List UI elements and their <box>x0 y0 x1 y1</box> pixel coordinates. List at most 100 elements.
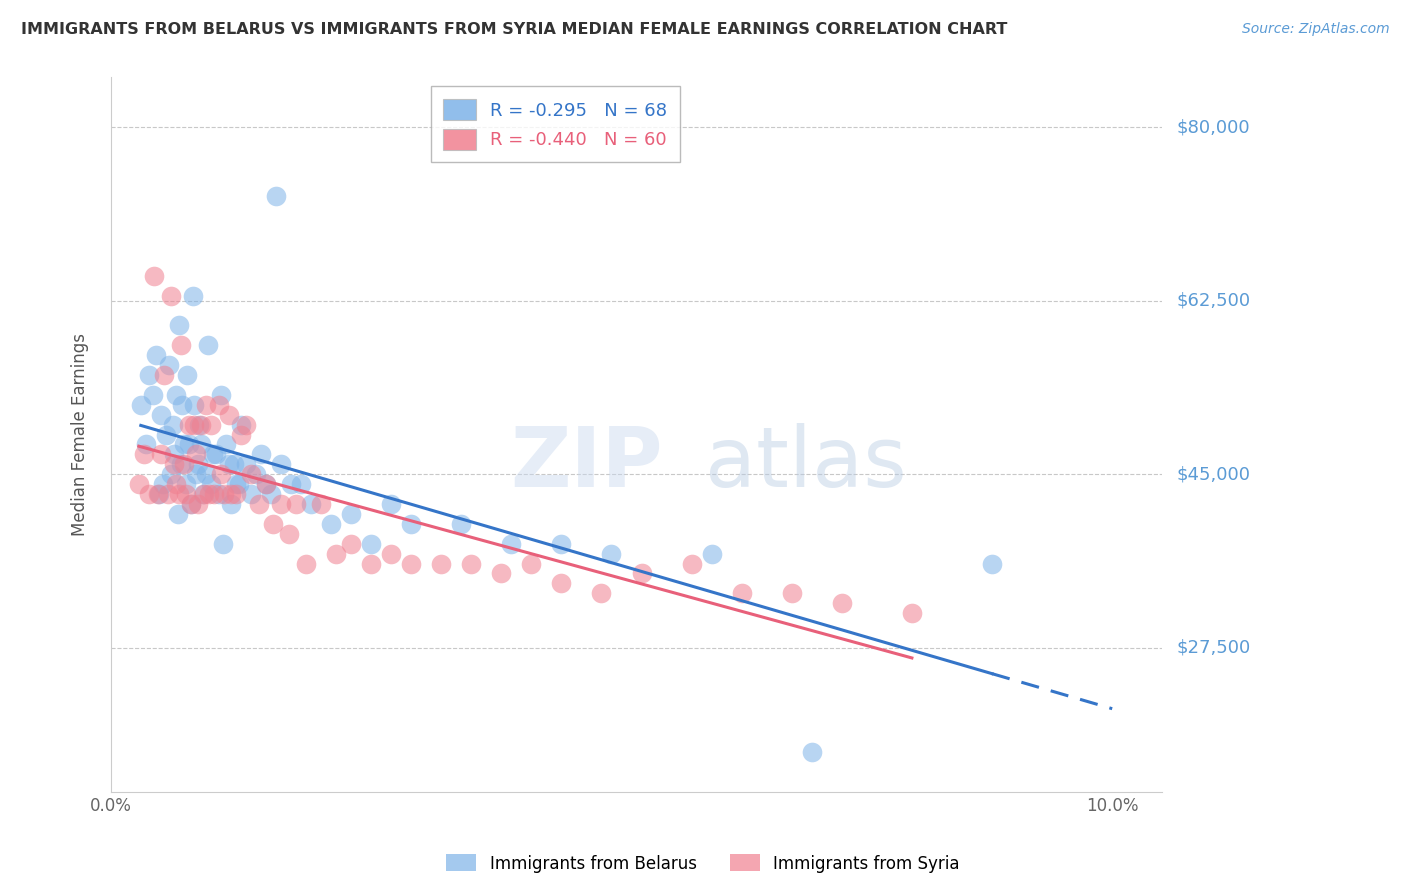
Point <box>135 437 157 451</box>
Point <box>156 487 179 501</box>
Point <box>177 437 200 451</box>
Point <box>183 398 205 412</box>
Legend: Immigrants from Belarus, Immigrants from Syria: Immigrants from Belarus, Immigrants from… <box>440 847 966 880</box>
Point <box>167 487 190 501</box>
Point <box>340 537 363 551</box>
Point <box>128 477 150 491</box>
Point <box>239 487 262 501</box>
Point <box>219 497 242 511</box>
Point <box>155 427 177 442</box>
Point <box>270 458 292 472</box>
Point <box>181 288 204 302</box>
Point <box>194 398 217 412</box>
Point <box>550 537 572 551</box>
Point <box>153 368 176 382</box>
Point <box>218 408 240 422</box>
Point <box>380 497 402 511</box>
Point <box>142 268 165 283</box>
Point <box>200 477 222 491</box>
Point <box>163 447 186 461</box>
Point <box>191 487 214 501</box>
Point <box>290 477 312 491</box>
Point <box>215 437 238 451</box>
Point <box>235 417 257 432</box>
Point <box>184 447 207 461</box>
Point <box>600 547 623 561</box>
Point <box>228 477 250 491</box>
Point <box>247 497 270 511</box>
Point <box>138 368 160 382</box>
Point <box>148 487 170 501</box>
Point <box>299 497 322 511</box>
Text: atlas: atlas <box>704 423 907 504</box>
Point <box>380 547 402 561</box>
Point <box>981 557 1004 571</box>
Point <box>280 477 302 491</box>
Point <box>591 586 613 600</box>
Point <box>550 576 572 591</box>
Text: Source: ZipAtlas.com: Source: ZipAtlas.com <box>1241 22 1389 37</box>
Point <box>360 537 382 551</box>
Point <box>309 497 332 511</box>
Point <box>340 507 363 521</box>
Point <box>219 487 242 501</box>
Point <box>142 388 165 402</box>
Point <box>245 467 267 482</box>
Point <box>202 487 225 501</box>
Point <box>254 477 277 491</box>
Point <box>260 487 283 501</box>
Point <box>167 507 190 521</box>
Point <box>190 417 212 432</box>
Point <box>170 338 193 352</box>
Point <box>262 516 284 531</box>
Point <box>209 388 232 402</box>
Point <box>208 398 231 412</box>
Point <box>160 467 183 482</box>
Point <box>205 447 228 461</box>
Point <box>209 467 232 482</box>
Point <box>165 388 187 402</box>
Point <box>460 557 482 571</box>
Point <box>197 338 219 352</box>
Text: ZIP: ZIP <box>510 423 662 504</box>
Point <box>520 557 543 571</box>
Point <box>138 487 160 501</box>
Point <box>225 487 247 501</box>
Point <box>831 596 853 610</box>
Point <box>163 458 186 472</box>
Point <box>200 417 222 432</box>
Point <box>165 477 187 491</box>
Point <box>146 487 169 501</box>
Point <box>212 487 235 501</box>
Point <box>167 318 190 333</box>
Point <box>198 487 221 501</box>
Point <box>254 477 277 491</box>
Point <box>278 526 301 541</box>
Point <box>174 477 197 491</box>
Point <box>225 477 247 491</box>
Point <box>176 368 198 382</box>
Point <box>700 547 723 561</box>
Point <box>229 427 252 442</box>
Point <box>129 398 152 412</box>
Point <box>681 557 703 571</box>
Point <box>201 447 224 461</box>
Point <box>264 189 287 203</box>
Point <box>218 458 240 472</box>
Point <box>173 437 195 451</box>
Point <box>187 458 209 472</box>
Point <box>145 348 167 362</box>
Point <box>170 398 193 412</box>
Legend: R = -0.295   N = 68, R = -0.440   N = 60: R = -0.295 N = 68, R = -0.440 N = 60 <box>430 87 681 162</box>
Point <box>183 417 205 432</box>
Point <box>270 497 292 511</box>
Point <box>190 437 212 451</box>
Point <box>901 606 924 620</box>
Point <box>157 358 180 372</box>
Point <box>501 537 523 551</box>
Text: $62,500: $62,500 <box>1177 292 1250 310</box>
Point <box>800 745 823 759</box>
Point <box>430 557 453 571</box>
Point <box>132 447 155 461</box>
Point <box>187 497 209 511</box>
